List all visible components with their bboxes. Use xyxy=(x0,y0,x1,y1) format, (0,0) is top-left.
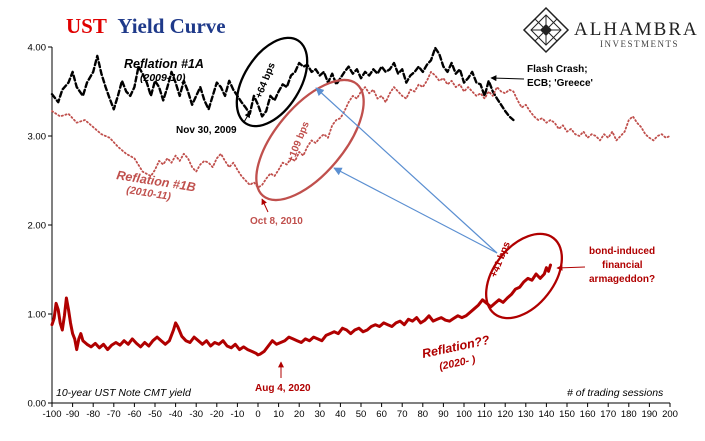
x-tick-label: 170 xyxy=(600,409,616,420)
label-ecb-greece: ECB; 'Greece' xyxy=(527,78,593,89)
label-nov30: Nov 30, 2009 xyxy=(176,125,237,136)
label-bond-3: armageddon? xyxy=(589,274,655,285)
x-tick-label: -50 xyxy=(148,409,162,420)
arrow-bond xyxy=(556,264,586,271)
x-tick-label: 80 xyxy=(418,409,429,420)
label-flash-crash: Flash Crash; xyxy=(527,64,588,75)
series-line-1 xyxy=(51,71,671,189)
label-oct8: Oct 8, 2010 xyxy=(250,216,303,227)
annotations: Reflation #1A (2009-10) Reflation #1B (2… xyxy=(56,57,664,399)
arrow-to-1a xyxy=(315,87,498,254)
logo-name: ALHAMBRA xyxy=(574,19,699,40)
label-aug4: Aug 4, 2020 xyxy=(255,383,311,394)
x-tick-label: 20 xyxy=(294,409,305,420)
y-tick-label: 4.00 xyxy=(28,43,47,54)
x-tick-label: 40 xyxy=(335,409,346,420)
x-tick-label: 190 xyxy=(641,409,657,420)
series-layer xyxy=(50,46,671,357)
x-tick-label: 60 xyxy=(376,409,387,420)
y-tick-label: 2.00 xyxy=(28,221,47,232)
label-bps-109: +109 bps xyxy=(286,120,313,164)
ellipse-1b xyxy=(255,78,365,202)
x-tick-label: 100 xyxy=(456,409,472,420)
y-tick-label: 1.00 xyxy=(28,310,47,321)
series-line-0 xyxy=(50,46,515,122)
chart-title: UST Yield Curve xyxy=(66,14,226,38)
comparison-arrows xyxy=(243,75,586,378)
x-tick-label: -80 xyxy=(86,409,100,420)
x-tick-label: 70 xyxy=(397,409,408,420)
x-tick-label: -10 xyxy=(231,409,245,420)
x-tick-label: 50 xyxy=(356,409,367,420)
x-tick-label: 90 xyxy=(438,409,449,420)
label-bps-64: +64 bps xyxy=(254,61,278,100)
x-tick-label: 120 xyxy=(497,409,513,420)
x-tick-label: 160 xyxy=(580,409,596,420)
label-bond-2: financial xyxy=(602,260,643,271)
y-tick-label: 0.00 xyxy=(28,399,47,410)
y-tick-label: 3.00 xyxy=(28,132,47,143)
axes: 0.001.002.003.004.00-100 -90 -80 -70 -60 -50-… xyxy=(28,43,678,421)
x-tick-label: 180 xyxy=(621,409,637,420)
label-reflation-1a-years: (2009-10) xyxy=(140,72,186,84)
arrow-nov30 xyxy=(243,111,251,123)
x-tick-label: 110 xyxy=(477,409,492,420)
logo-sub: INVESTMENTS xyxy=(600,39,679,49)
arrow-to-1b xyxy=(333,167,498,254)
label-reflation-1a: Reflation #1A xyxy=(124,57,204,71)
arrow-flash xyxy=(490,75,525,82)
x-tick-label: 200 xyxy=(662,409,678,420)
x-tick-label: 140 xyxy=(538,409,554,420)
x-tick-label: -70 xyxy=(107,409,121,420)
ellipse-1a xyxy=(235,36,309,128)
x-tick-label: 130 xyxy=(518,409,534,420)
label-bond-1: bond-induced xyxy=(589,246,655,257)
label-bps-41: +41 bps xyxy=(489,240,513,279)
x-tick-label: -90 xyxy=(66,409,80,420)
x-tick-label: 30 xyxy=(315,409,326,420)
x-axis-label: # of trading sessions xyxy=(567,387,664,399)
x-tick-label: 150 xyxy=(559,409,575,420)
alhambra-diamond-icon xyxy=(522,6,570,54)
y-axis-label: 10-year UST Note CMT yield xyxy=(56,387,192,399)
x-tick-label: 10 xyxy=(273,409,284,420)
x-tick-label: -40 xyxy=(169,409,183,420)
title-yield-curve: Yield Curve xyxy=(117,14,225,38)
alhambra-logo: ALHAMBRA INVESTMENTS xyxy=(522,6,699,54)
x-tick-label: -20 xyxy=(210,409,224,420)
x-tick-label: -60 xyxy=(128,409,142,420)
series-line-2 xyxy=(50,263,552,357)
title-ust: UST xyxy=(66,14,107,38)
x-tick-label: -30 xyxy=(189,409,203,420)
highlight-ellipses xyxy=(235,36,563,320)
x-tick-label: -100 xyxy=(42,409,61,420)
arrow-oct8 xyxy=(261,198,269,213)
ellipse-2020 xyxy=(485,232,563,320)
x-tick-label: 0 xyxy=(255,409,260,420)
